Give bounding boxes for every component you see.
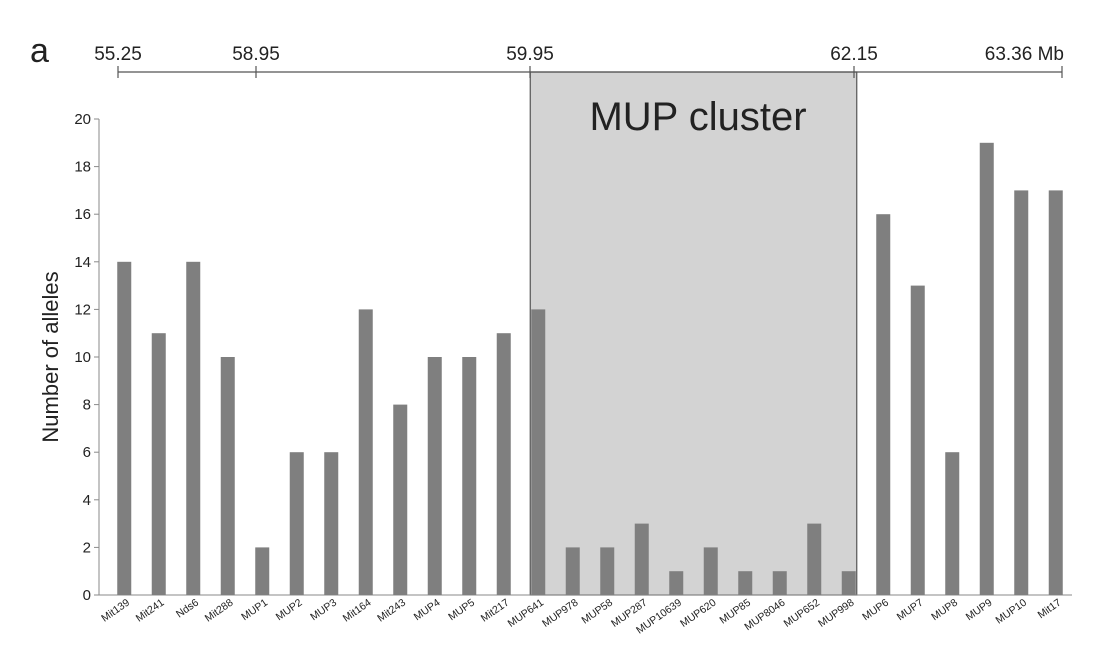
bar-MUP58 <box>600 547 615 595</box>
y-tick-label: 2 <box>83 539 91 556</box>
y-tick-label: 4 <box>83 492 91 509</box>
bar-MUP10 <box>1014 190 1029 595</box>
bar-MUP7 <box>910 285 925 595</box>
mup-cluster-region <box>529 71 858 596</box>
bar-MUP1 <box>255 547 270 595</box>
bar-Mit17 <box>1048 190 1063 595</box>
y-tick-label: 18 <box>74 159 91 176</box>
bar-MUP5 <box>462 357 477 595</box>
y-tick-label: 12 <box>74 301 91 318</box>
y-tick-label: 20 <box>74 111 91 128</box>
y-axis-title: Number of alleles <box>38 271 63 442</box>
y-tick-label: 6 <box>83 444 91 461</box>
bar-MUP641 <box>531 309 546 595</box>
bar-MUP978 <box>565 547 580 595</box>
bar-MUP10639 <box>669 571 684 595</box>
bar-Mit243 <box>393 404 408 595</box>
bar-MUP8 <box>945 452 960 595</box>
x-tick-label: MUP3 <box>308 597 339 624</box>
x-tick-label: Nds6 <box>174 597 201 621</box>
bar-MUP2 <box>289 452 304 595</box>
bar-Nds6 <box>186 261 201 595</box>
x-tick-label: Mit243 <box>375 597 408 625</box>
x-tick-label: MUP8 <box>929 597 960 624</box>
bar-MUP85 <box>738 571 753 595</box>
cluster-shade <box>529 71 858 596</box>
x-tick-label: MUP4 <box>412 597 443 624</box>
x-tick-label: MUP9 <box>964 597 995 624</box>
bar-MUP287 <box>634 523 649 595</box>
x-tick-label: Mit139 <box>99 597 132 625</box>
scale-position-label: 55.25 <box>94 44 142 65</box>
x-tick-label: Mit241 <box>134 597 167 625</box>
x-tick-label: Mit17 <box>1036 597 1064 622</box>
x-tick-label: MUP10 <box>993 597 1029 627</box>
y-tick-label: 8 <box>83 397 91 414</box>
genome-position-scale: 55.25 58.95 59.95 62.15 63.36 Mb <box>94 44 1064 78</box>
scale-position-label: 63.36 Mb <box>985 44 1064 65</box>
bar-Mit217 <box>496 333 511 595</box>
bar-Mit241 <box>151 333 166 595</box>
x-tick-label: MUP7 <box>895 597 926 624</box>
x-tick-labels: Mit139 Mit241 Nds6 Mit288 MUP1 MUP2 MUP3 Mit164… <box>99 597 1063 637</box>
x-tick-label: MUP6 <box>860 597 891 624</box>
x-tick-label: MUP652 <box>782 597 822 630</box>
bar-MUP6 <box>876 214 891 595</box>
bar-series <box>117 142 1063 596</box>
x-tick-label: MUP2 <box>274 597 305 624</box>
x-tick-label: MUP620 <box>678 597 718 630</box>
x-tick-label: MUP1 <box>239 597 270 624</box>
bar-Mit164 <box>358 309 373 595</box>
cluster-label: MUP cluster <box>589 95 806 139</box>
bar-MUP4 <box>427 357 442 595</box>
bar-MUP620 <box>703 547 718 595</box>
bar-MUP3 <box>324 452 339 595</box>
scale-position-label: 59.95 <box>506 44 554 65</box>
y-axis: 0 2 4 6 8 10 12 14 16 18 20 <box>74 111 1072 604</box>
bar-Mit139 <box>117 261 132 595</box>
x-tick-label: MUP641 <box>506 597 546 630</box>
x-tick-label: Mit164 <box>341 597 374 625</box>
scale-position-label: 58.95 <box>232 44 280 65</box>
bar-MUP9 <box>979 142 994 596</box>
x-tick-label: MUP5 <box>446 597 477 624</box>
y-tick-label: 14 <box>74 254 91 271</box>
bar-MUP998 <box>841 571 856 595</box>
x-tick-label: MUP998 <box>816 597 856 630</box>
bar-Mit288 <box>220 357 235 595</box>
x-tick-label: MUP978 <box>540 597 580 630</box>
x-tick-label: Mit288 <box>203 597 236 625</box>
bar-MUP652 <box>807 523 822 595</box>
y-tick-label: 0 <box>83 587 91 604</box>
bar-MUP8046 <box>772 571 787 595</box>
y-tick-label: 10 <box>74 349 91 366</box>
scale-position-label: 62.15 <box>830 44 878 65</box>
y-tick-label: 16 <box>74 206 91 223</box>
panel-label: a <box>30 32 49 70</box>
